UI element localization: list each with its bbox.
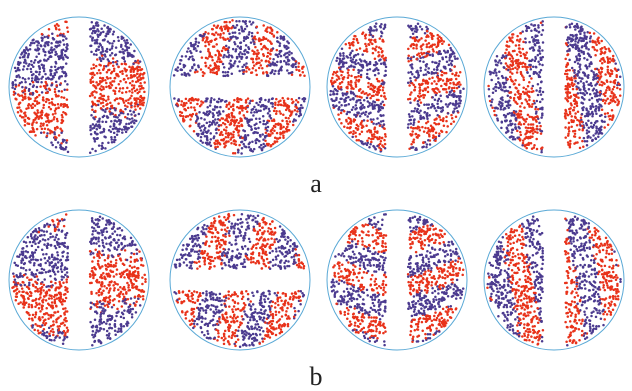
panel-points (11, 20, 146, 155)
panel-points (172, 19, 307, 155)
panel-b-2 (169, 209, 311, 351)
caption-b: b (309, 362, 323, 391)
panel-points (486, 215, 622, 347)
panel-a-3 (326, 16, 468, 158)
panel-points (487, 20, 622, 154)
row-b (8, 209, 625, 351)
panel-points (11, 213, 147, 347)
panel-b-1 (8, 209, 150, 351)
panel-a-4 (483, 16, 625, 158)
panel-points (329, 22, 465, 153)
row-a (8, 16, 625, 158)
panel-a-1 (8, 16, 150, 158)
panel-points (330, 213, 465, 347)
panel-a-2 (169, 16, 311, 158)
panel-outline (169, 16, 311, 158)
panel-points (173, 212, 306, 349)
panel-b-3 (326, 209, 468, 351)
caption-a: a (310, 169, 322, 198)
panel-b-4 (483, 209, 625, 351)
